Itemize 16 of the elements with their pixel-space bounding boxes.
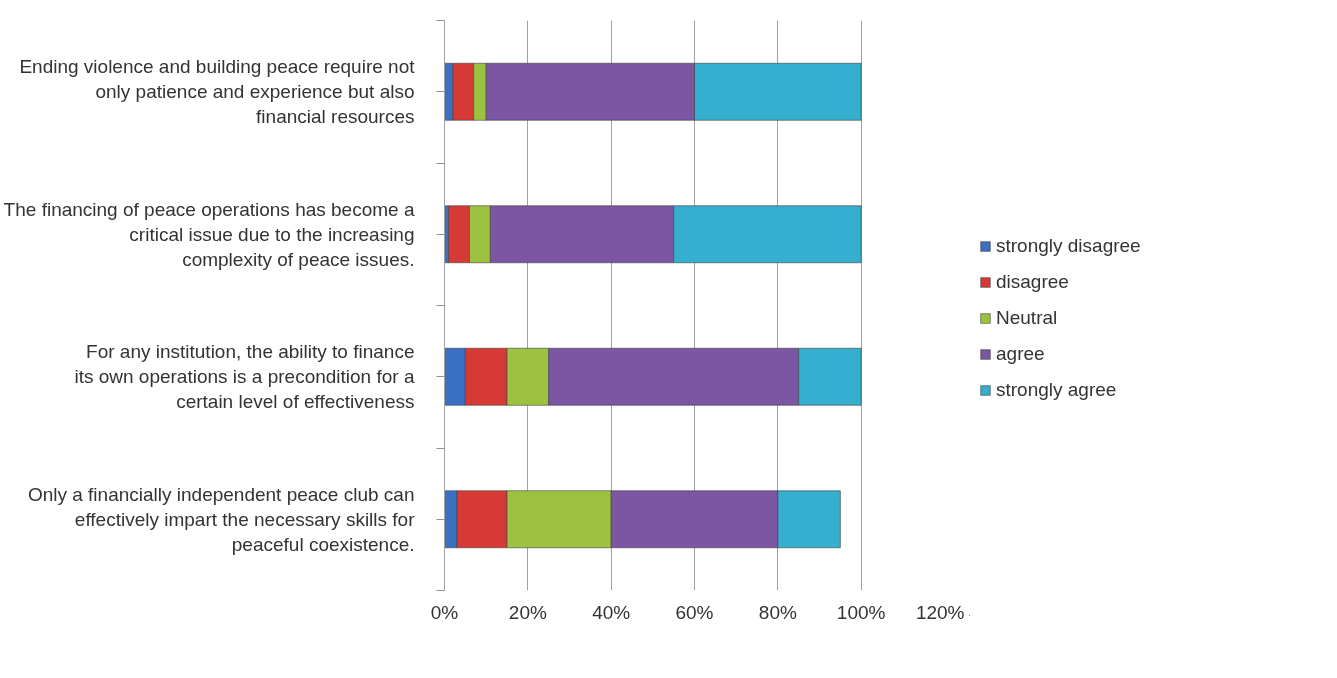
legend-label: disagree — [996, 270, 1069, 293]
legend-label: strongly disagree — [996, 234, 1141, 257]
x-tick-label: 80% — [758, 601, 797, 623]
y-tick-label: The financing of peace operations has become a critical issue due to the increasing complexity of peace issues. — [3, 198, 415, 270]
legend-label: strongly agree — [996, 378, 1117, 401]
y-tick-label: Ending violence and building peace require not only patience and experience but also financial resources — [19, 56, 416, 128]
x-tick-label: 20% — [508, 601, 547, 623]
y-tick-label: For any institution, the ability to finance its own operations is a precondition for a certain level of effectiveness — [74, 341, 415, 413]
y-tick-label: Only a financially independent peace club can effectively impart the necessary skills for peaceful coexistence. — [27, 483, 416, 555]
x-tick-label: 100% — [836, 601, 886, 623]
x-tick-label: 60% — [675, 601, 714, 623]
legend-label: agree — [996, 342, 1045, 365]
legend-label: Neutral — [996, 306, 1058, 329]
x-tick-label: 40% — [592, 601, 631, 623]
x-tick-label: 120% — [915, 601, 965, 623]
x-tick-label: 0% — [430, 601, 459, 623]
